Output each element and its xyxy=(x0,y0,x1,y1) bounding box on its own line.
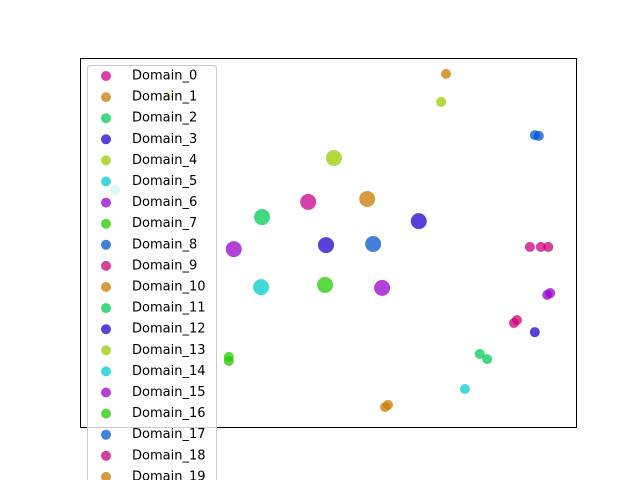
point xyxy=(511,314,522,325)
point xyxy=(533,130,544,141)
point xyxy=(543,241,554,252)
legend-label: Domain_9 xyxy=(132,258,197,273)
legend-marker xyxy=(101,239,111,250)
legend-label: Domain_5 xyxy=(132,174,197,189)
point xyxy=(474,348,485,359)
legend-marker xyxy=(101,324,111,335)
point xyxy=(253,279,270,296)
point xyxy=(383,399,394,410)
point xyxy=(459,383,470,394)
point xyxy=(317,276,334,293)
legend-label: Domain_19 xyxy=(132,469,206,480)
legend-label: Domain_1 xyxy=(132,90,197,105)
point xyxy=(225,241,242,258)
point xyxy=(254,209,271,226)
point xyxy=(529,327,540,338)
legend-marker xyxy=(101,471,111,480)
legend-label: Domain_10 xyxy=(132,280,206,295)
point xyxy=(441,68,452,79)
legend-label: Domain_14 xyxy=(132,364,206,379)
legend-marker xyxy=(101,260,111,271)
legend-label: Domain_6 xyxy=(132,195,197,210)
legend-label: Domain_18 xyxy=(132,448,206,463)
point xyxy=(374,279,391,296)
legend-label: Domain_4 xyxy=(132,153,197,168)
point xyxy=(359,190,376,207)
point xyxy=(223,355,234,366)
legend-marker xyxy=(101,92,111,103)
legend-label: Domain_8 xyxy=(132,237,197,252)
legend-label: Domain_2 xyxy=(132,111,197,126)
legend-marker xyxy=(101,113,111,124)
legend-marker xyxy=(101,71,111,81)
point xyxy=(325,149,342,166)
legend-label: Domain_12 xyxy=(132,322,206,337)
legend-label: Domain_13 xyxy=(132,343,206,358)
legend-marker xyxy=(101,282,111,292)
legend-marker xyxy=(101,366,111,377)
point xyxy=(318,237,335,254)
legend-label: Domain_0 xyxy=(132,69,197,84)
legend-label: Domain_11 xyxy=(132,301,206,316)
point xyxy=(436,96,447,107)
legend-label: Domain_16 xyxy=(132,406,206,421)
legend-marker xyxy=(101,303,111,314)
legend-label: Domain_17 xyxy=(132,427,206,442)
legend-marker xyxy=(101,429,111,440)
legend-marker xyxy=(101,408,111,419)
plot-frame xyxy=(80,58,577,428)
point xyxy=(300,193,317,210)
point xyxy=(545,288,556,299)
legend-label: Domain_3 xyxy=(132,132,197,147)
legend-marker xyxy=(101,134,111,145)
legend-marker xyxy=(101,345,111,356)
point xyxy=(482,354,493,365)
legend-marker xyxy=(101,197,111,208)
point xyxy=(535,241,546,252)
legend: Domain_0 Domain_1 Domain_2 Domain_3 Domain_4… xyxy=(87,65,217,480)
legend-marker xyxy=(101,218,111,229)
legend-label: Domain_7 xyxy=(132,216,197,231)
legend-box xyxy=(87,65,217,480)
legend-marker xyxy=(101,155,111,166)
point xyxy=(410,213,427,230)
point xyxy=(365,235,382,252)
legend-marker xyxy=(101,387,111,398)
legend-marker xyxy=(101,176,111,187)
point xyxy=(524,241,535,252)
legend-label: Domain_15 xyxy=(132,385,206,400)
legend-marker xyxy=(101,450,111,461)
